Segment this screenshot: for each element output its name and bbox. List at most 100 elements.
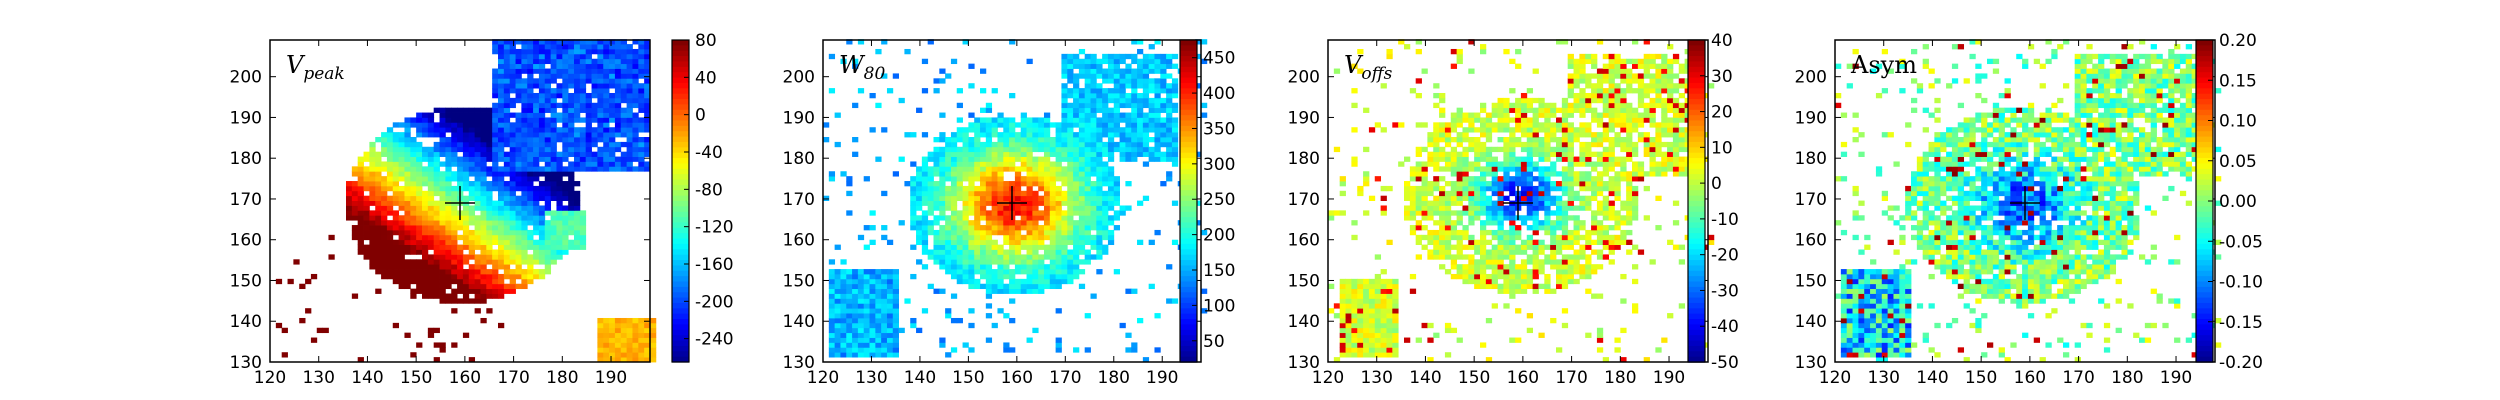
heatmap-cell bbox=[1061, 225, 1068, 231]
heatmap-cell bbox=[462, 259, 470, 265]
heatmap-cell bbox=[462, 141, 470, 148]
heatmap-cell bbox=[1456, 156, 1463, 162]
heatmap-cell bbox=[1026, 283, 1033, 290]
heatmap-cell bbox=[916, 200, 923, 206]
heatmap-cell bbox=[603, 122, 610, 128]
heatmap-cell bbox=[410, 259, 417, 265]
heatmap-cell bbox=[939, 264, 946, 270]
heatmap-cell bbox=[1596, 210, 1604, 216]
heatmap-cell bbox=[538, 273, 546, 280]
heatmap-cell bbox=[1380, 288, 1387, 294]
heatmap-cell bbox=[433, 205, 440, 211]
heatmap-cell bbox=[1055, 342, 1062, 348]
heatmap-cell bbox=[538, 132, 546, 138]
heatmap-cell bbox=[1026, 117, 1033, 123]
heatmap-cell bbox=[445, 195, 452, 201]
heatmap-cell bbox=[550, 141, 557, 148]
heatmap-cell bbox=[1567, 171, 1574, 177]
heatmap-cell bbox=[550, 112, 557, 118]
heatmap-cell bbox=[1084, 181, 1091, 187]
heatmap-cell bbox=[644, 58, 651, 65]
heatmap-cell bbox=[439, 215, 446, 221]
heatmap-cell bbox=[416, 278, 423, 285]
heatmap-cell bbox=[509, 229, 516, 236]
heatmap-cell bbox=[574, 137, 581, 143]
heatmap-cell bbox=[1480, 185, 1487, 192]
heatmap-cell bbox=[1148, 112, 1155, 118]
heatmap-cell bbox=[1084, 112, 1091, 118]
heatmap-cell bbox=[644, 137, 651, 143]
heatmap-cell bbox=[968, 200, 975, 206]
heatmap-cell bbox=[1078, 132, 1086, 138]
heatmap-cell bbox=[1125, 73, 1132, 79]
heatmap-cell bbox=[410, 264, 417, 270]
heatmap-cell bbox=[445, 298, 452, 304]
heatmap-cell bbox=[427, 205, 435, 211]
heatmap-cell bbox=[1485, 156, 1493, 162]
heatmap-cell bbox=[550, 151, 557, 157]
heatmap-cell bbox=[1073, 117, 1080, 123]
heatmap-cell bbox=[985, 288, 993, 294]
heatmap-cell bbox=[1026, 273, 1033, 280]
heatmap-cell bbox=[1131, 78, 1138, 84]
heatmap-cell bbox=[1591, 161, 1598, 167]
heatmap-cell bbox=[369, 220, 376, 226]
heatmap-cell bbox=[1351, 322, 1358, 329]
heatmap-cell bbox=[1409, 171, 1417, 177]
heatmap-cell bbox=[950, 137, 958, 143]
heatmap-cell bbox=[357, 195, 364, 201]
heatmap-cell bbox=[533, 141, 540, 148]
heatmap-cell bbox=[916, 259, 923, 265]
heatmap-cell bbox=[445, 112, 452, 118]
heatmap-cell bbox=[644, 39, 651, 45]
heatmap-cell bbox=[1171, 239, 1179, 246]
heatmap-cell bbox=[1561, 239, 1569, 246]
heatmap-cell bbox=[644, 97, 651, 104]
y-tick-label: 190 bbox=[783, 108, 815, 128]
heatmap-cell bbox=[1038, 264, 1045, 270]
heatmap-cell bbox=[620, 78, 628, 84]
heatmap-cell bbox=[498, 166, 505, 172]
heatmap-cell bbox=[527, 58, 534, 65]
heatmap-cell bbox=[1020, 112, 1027, 118]
heatmap-cell bbox=[1032, 200, 1039, 206]
heatmap-cell bbox=[1102, 132, 1109, 138]
heatmap-cell bbox=[410, 278, 417, 285]
heatmap-cell bbox=[881, 332, 888, 338]
heatmap-cell bbox=[1102, 171, 1109, 177]
heatmap-cell bbox=[1386, 288, 1393, 294]
heatmap-cell bbox=[363, 254, 370, 260]
heatmap-cell bbox=[603, 63, 610, 69]
heatmap-cell bbox=[515, 39, 522, 45]
heatmap-cell bbox=[1585, 254, 1592, 260]
heatmap-cell bbox=[892, 308, 899, 314]
heatmap-cell bbox=[422, 278, 429, 285]
heatmap-cell bbox=[875, 342, 882, 348]
heatmap-cell bbox=[1049, 122, 1057, 128]
heatmap-cell bbox=[439, 293, 446, 299]
heatmap-cell bbox=[1090, 190, 1097, 197]
heatmap-cell bbox=[1596, 176, 1604, 182]
heatmap-cell bbox=[1339, 176, 1346, 182]
heatmap-cell bbox=[1544, 200, 1551, 206]
heatmap-cell bbox=[451, 298, 458, 304]
heatmap-cell bbox=[1055, 244, 1062, 250]
heatmap-cell bbox=[956, 137, 963, 143]
heatmap-cell bbox=[1003, 185, 1010, 192]
heatmap-cell bbox=[597, 352, 604, 358]
heatmap-cell bbox=[620, 347, 628, 353]
heatmap-cell bbox=[1137, 200, 1144, 206]
heatmap-cell bbox=[1055, 132, 1062, 138]
heatmap-cell bbox=[1345, 322, 1352, 329]
heatmap-cell bbox=[1061, 151, 1068, 157]
heatmap-cell bbox=[392, 200, 400, 206]
heatmap-cell bbox=[410, 156, 417, 162]
heatmap-cell bbox=[1026, 190, 1033, 197]
heatmap-cell bbox=[950, 249, 958, 255]
heatmap-cell bbox=[1672, 171, 1680, 177]
heatmap-cell bbox=[945, 141, 952, 148]
heatmap-cell bbox=[1038, 200, 1045, 206]
heatmap-cell bbox=[1055, 215, 1062, 221]
heatmap-cell bbox=[597, 58, 604, 65]
heatmap-cell bbox=[945, 195, 952, 201]
